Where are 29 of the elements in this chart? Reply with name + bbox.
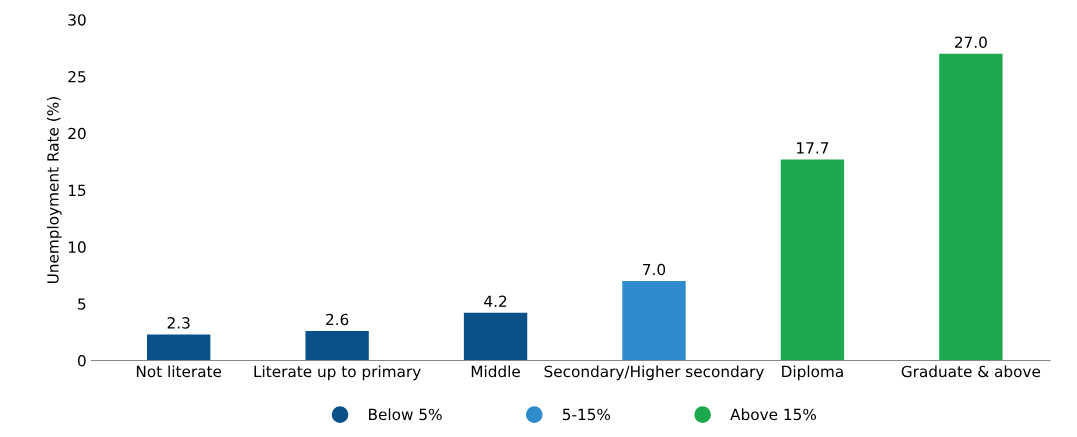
x-tick-label: Middle <box>471 365 520 378</box>
x-tick-label: Not literate <box>136 365 222 378</box>
bar <box>305 330 369 361</box>
data-label: 2.6 <box>326 313 349 326</box>
x-tick-label: Literate up to primary <box>254 365 421 381</box>
x-tick-label: Graduate & above <box>901 365 1041 378</box>
legend-label: Above 15% <box>730 408 817 421</box>
bar <box>463 312 528 361</box>
y-axis-title: Unemployment Rate (%) <box>46 97 62 284</box>
data-label: 4.2 <box>484 295 507 307</box>
y-tick-label: 30 <box>68 14 86 26</box>
y-tick-label: 25 <box>68 70 86 83</box>
y-tick-label: 20 <box>68 127 86 140</box>
legend-label: 5-15% <box>562 408 611 421</box>
y-tick-label: 0 <box>77 354 86 367</box>
data-label: 27.0 <box>954 36 987 49</box>
x-tick-label: Diploma <box>782 365 843 381</box>
bar <box>780 159 845 361</box>
data-label: 7.0 <box>643 263 666 276</box>
y-tick-label: 5 <box>78 298 86 310</box>
bar <box>622 280 686 361</box>
bar <box>939 53 1003 361</box>
data-label: 17.7 <box>797 142 829 154</box>
y-tick-label: 15 <box>68 184 86 197</box>
x-tick-label: Secondary/Higher secondary <box>544 365 764 381</box>
bar <box>147 334 211 361</box>
y-tick-label: 10 <box>68 241 86 253</box>
legend-label: Below 5% <box>369 408 442 421</box>
data-label: 2.3 <box>167 317 190 329</box>
